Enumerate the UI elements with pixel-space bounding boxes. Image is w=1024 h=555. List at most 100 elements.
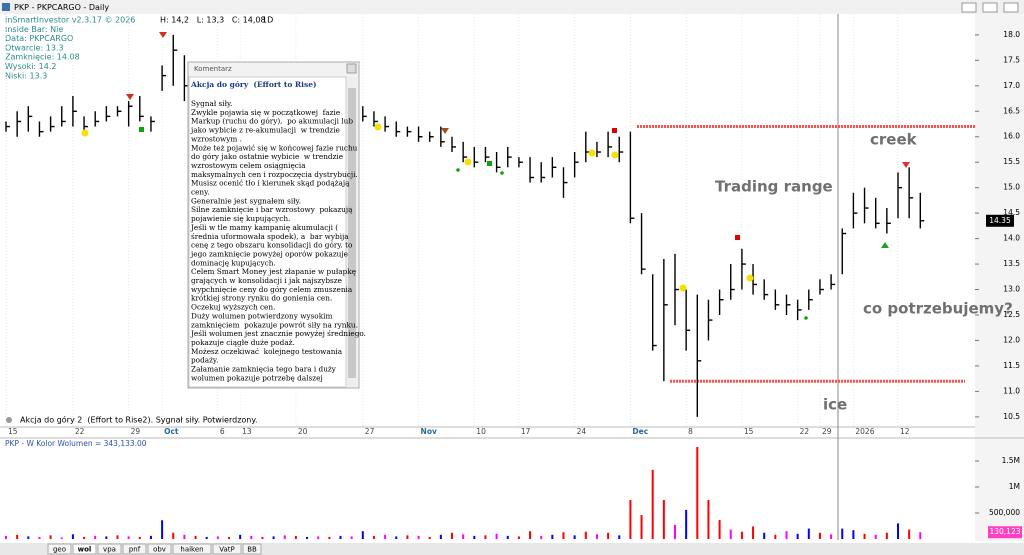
volume-bar bbox=[740, 531, 743, 539]
tab[interactable] bbox=[242, 543, 262, 555]
y-tick-label: 16.5 bbox=[1003, 106, 1020, 115]
volume-bar bbox=[406, 535, 409, 539]
window-buttons[interactable] bbox=[961, 2, 1019, 13]
comment-line: cenę z tego obszaru konsolidacji do góry… bbox=[191, 241, 353, 250]
yellow-dot bbox=[81, 129, 89, 137]
panel-close[interactable] bbox=[346, 63, 357, 74]
tab-label[interactable]: obv bbox=[153, 546, 166, 554]
volume-bar bbox=[60, 537, 63, 539]
y-tick-label: 13.5 bbox=[1003, 259, 1020, 268]
y-tick-label: 17.5 bbox=[1003, 55, 1020, 64]
volume-bar bbox=[71, 534, 74, 539]
tab[interactable] bbox=[47, 543, 72, 555]
comment-line: Zwykle pojawia się w początkowej fazie bbox=[191, 108, 340, 117]
volume-bar bbox=[16, 534, 19, 539]
scroll-thumb[interactable] bbox=[348, 88, 356, 378]
volume-bar bbox=[283, 535, 286, 539]
panel-body bbox=[188, 76, 347, 388]
yellow-dot bbox=[374, 123, 382, 131]
volume-plot bbox=[5, 446, 922, 539]
volume-bar bbox=[38, 536, 41, 539]
volume-bar bbox=[361, 531, 364, 539]
last-volume-label: 130,123 bbox=[989, 527, 1020, 536]
tab-label[interactable]: BB bbox=[247, 546, 257, 554]
yellow-dot bbox=[464, 158, 472, 166]
tab[interactable] bbox=[97, 543, 122, 555]
red-triangle bbox=[902, 162, 910, 168]
comment-line: Możesz oczekiwać kolejnego testowania bbox=[191, 347, 343, 356]
volume-bar bbox=[529, 531, 532, 539]
maximize-button[interactable] bbox=[982, 2, 998, 13]
annotation: ice bbox=[823, 396, 847, 414]
comment-line: wypchnięcie ceny do góry celem zmuszenia bbox=[191, 285, 353, 294]
tab[interactable] bbox=[172, 543, 212, 555]
yellow-dot bbox=[679, 284, 687, 292]
comment-panel: Komentarz Akcja do góry (Effort to Rise)… bbox=[187, 61, 366, 389]
title-bar bbox=[0, 0, 1024, 14]
info-line: Data: PKPCARGO bbox=[5, 34, 73, 43]
volume-bar bbox=[228, 536, 230, 539]
volume-bar bbox=[863, 533, 866, 539]
yellow-dot bbox=[611, 151, 619, 159]
y-tick-label: 12.5 bbox=[1003, 310, 1020, 319]
comment-line: średnia uformowała spodek), a bar wybija bbox=[191, 232, 349, 241]
minimize-button[interactable] bbox=[961, 2, 977, 13]
comment-line: zamknięciem pokazuje powrót siły na rynk… bbox=[191, 320, 358, 329]
comment-line: Silne zamknięcie i bar wzrostowy pokazuj… bbox=[191, 205, 353, 214]
volume-bar bbox=[573, 535, 576, 539]
comment-line: jego zamknięcie powyżej oporów pokazuje bbox=[190, 249, 348, 258]
tab[interactable] bbox=[122, 543, 147, 555]
y-tick-label: 15.5 bbox=[1003, 157, 1020, 166]
volume-bar bbox=[696, 446, 699, 539]
comment-line: Może też pojawić się w końcowej fazie ru… bbox=[191, 143, 358, 152]
x-tick-label: 13 bbox=[242, 427, 252, 436]
comment-line: dominację kupujących. bbox=[191, 258, 276, 267]
volume-bar bbox=[729, 529, 732, 539]
info-line: Wysoki: 14.2 bbox=[5, 62, 56, 71]
volume-bar bbox=[83, 536, 86, 539]
x-tick-label: 27 bbox=[365, 427, 375, 436]
tab-label[interactable]: VatP bbox=[219, 546, 235, 554]
tab-label[interactable]: vpa bbox=[103, 546, 116, 554]
yellow-dot bbox=[588, 149, 596, 157]
volume-bar bbox=[495, 533, 498, 539]
green-dot bbox=[500, 171, 504, 175]
comment-line: ceny. bbox=[191, 188, 210, 197]
x-tick-label: 20 bbox=[298, 427, 308, 436]
comment-line: maksymalnych cen i rozpoczęcia dystrybuc… bbox=[191, 170, 358, 179]
volume-bar bbox=[205, 536, 208, 539]
comment-line: wzrostowym . bbox=[191, 134, 242, 143]
tab-label[interactable]: haiken bbox=[180, 546, 203, 554]
volume-bar bbox=[172, 532, 175, 539]
y-tick-label: 15.0 bbox=[1003, 183, 1020, 192]
comment-line: krótkiej strony rynku do gonienia cen. bbox=[191, 294, 332, 303]
close-button[interactable] bbox=[1003, 2, 1019, 13]
volume-bar bbox=[473, 535, 476, 539]
volume-bar bbox=[662, 500, 665, 539]
x-tick-label: 24 bbox=[577, 427, 587, 436]
y-tick-label: 18.0 bbox=[1003, 30, 1020, 39]
x-tick-label: 15 bbox=[8, 427, 18, 436]
comment-line: wolumen pokazuje potrzebę dalszej bbox=[191, 373, 323, 382]
tab[interactable] bbox=[147, 543, 172, 555]
x-tick-label: 6 bbox=[220, 427, 225, 436]
last-price-label: 14.35 bbox=[989, 216, 1011, 225]
tab-label[interactable]: geo bbox=[53, 546, 66, 554]
tab-label[interactable]: wol bbox=[78, 546, 92, 554]
info-line: Otwarcie: 13.3 bbox=[5, 43, 64, 52]
y-tick-label: 11.0 bbox=[1003, 386, 1020, 395]
volume-bar bbox=[540, 535, 543, 539]
info-line: Zamknięcie: 14.08 bbox=[5, 53, 80, 62]
volume-bar bbox=[27, 536, 30, 539]
tab-label[interactable]: pnf bbox=[129, 546, 141, 554]
tab[interactable] bbox=[72, 543, 97, 555]
x-tick-label: 8 bbox=[688, 427, 693, 436]
volume-bar bbox=[161, 520, 164, 539]
tabs: geo wol vpa pnf obv haiken VatP BB bbox=[47, 543, 262, 555]
volume-bar bbox=[384, 534, 387, 539]
red-triangle bbox=[126, 94, 134, 100]
tab[interactable] bbox=[212, 543, 242, 555]
comment-line: Oczekuj wyższych cen. bbox=[191, 303, 275, 312]
